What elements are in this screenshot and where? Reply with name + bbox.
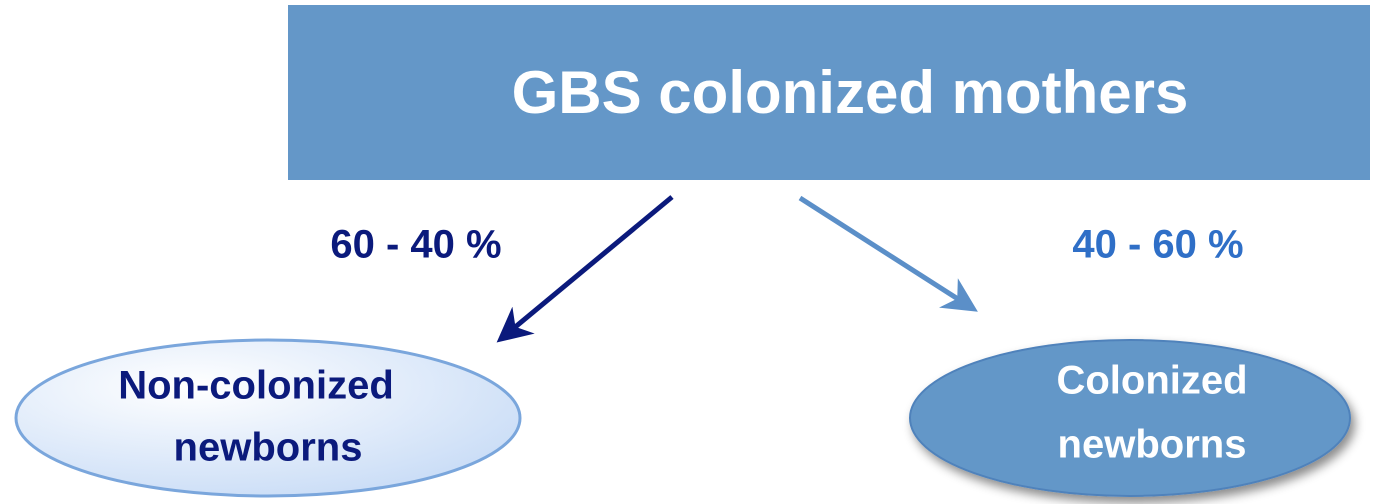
arrow — [798, 195, 978, 312]
edge-label: 60 - 40 % — [330, 223, 501, 267]
node-label: newborns — [1058, 423, 1247, 467]
header-title: GBS colonized mothers — [512, 59, 1189, 126]
node-label: Colonized — [1056, 359, 1247, 403]
edge-label: 40 - 60 % — [1072, 223, 1243, 267]
node — [14, 338, 522, 498]
node — [909, 339, 1351, 497]
node-label: newborns — [174, 426, 363, 470]
header-box — [288, 5, 1370, 180]
arrow — [496, 195, 674, 343]
node-label: Non-colonized — [118, 364, 394, 408]
